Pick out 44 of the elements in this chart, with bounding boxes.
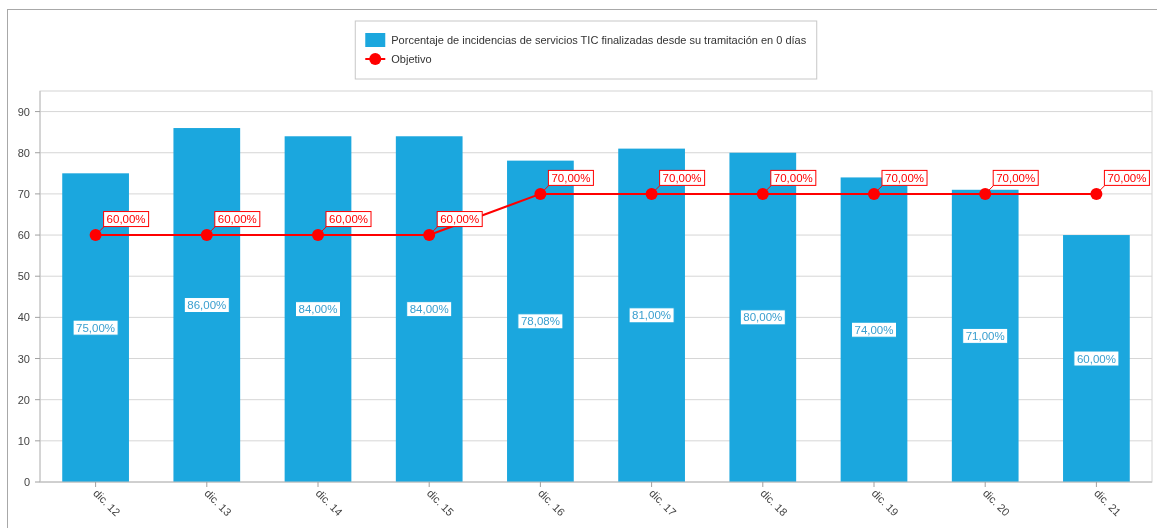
y-tick-label: 80	[17, 146, 30, 159]
data-label: 81,00%	[632, 309, 672, 322]
data-label: 70,00%	[551, 171, 591, 184]
data-label: 60,00%	[217, 213, 257, 226]
y-tick-label: 40	[17, 311, 30, 324]
data-label: 70,00%	[996, 171, 1036, 184]
data-label: 84,00%	[298, 303, 338, 316]
data-label: 60,00%	[329, 213, 369, 226]
data-label: 71,00%	[965, 329, 1005, 342]
x-tick-label: dic. 13	[202, 486, 234, 519]
y-tick-label: 70	[17, 187, 30, 200]
bar	[1063, 235, 1130, 482]
y-tick-label: 90	[17, 105, 30, 118]
data-label: 70,00%	[885, 171, 925, 184]
data-label: 70,00%	[773, 171, 813, 184]
data-label: 74,00%	[854, 323, 894, 336]
x-tick-label: dic. 18	[758, 486, 790, 519]
x-tick-label: dic. 21	[1091, 486, 1124, 519]
data-label: 75,00%	[76, 321, 116, 334]
data-label: 86,00%	[187, 299, 227, 312]
x-tick-label: dic. 16	[535, 486, 568, 519]
legend-label: Porcentaje de incidencias de servicios TIC finalizadas desde su tramitación en 0 días	[391, 34, 807, 46]
data-label: 84,00%	[409, 303, 449, 316]
x-tick-label: dic. 14	[313, 486, 345, 519]
x-tick-label: dic. 15	[424, 486, 457, 519]
y-tick-label: 10	[17, 434, 30, 447]
y-tick-label: 20	[17, 393, 30, 406]
data-label: 70,00%	[662, 171, 702, 184]
x-tick-label: dic. 12	[91, 486, 123, 519]
data-label: 78,08%	[520, 315, 560, 328]
x-tick-label: dic. 19	[869, 486, 901, 519]
data-label: 60,00%	[440, 213, 480, 226]
data-label: 60,00%	[1076, 352, 1116, 365]
data-label: 80,00%	[743, 311, 783, 324]
legend-label: Objetivo	[391, 53, 432, 65]
data-label: 70,00%	[1107, 171, 1147, 184]
bar	[951, 189, 1019, 482]
data-label: 60,00%	[106, 213, 146, 226]
x-tick-label: dic. 20	[980, 486, 1013, 519]
y-tick-label: 0	[23, 476, 30, 488]
y-tick-label: 50	[17, 270, 30, 283]
x-tick-label: dic. 17	[647, 486, 679, 519]
y-tick-label: 60	[17, 229, 30, 242]
y-tick-label: 30	[17, 352, 30, 365]
